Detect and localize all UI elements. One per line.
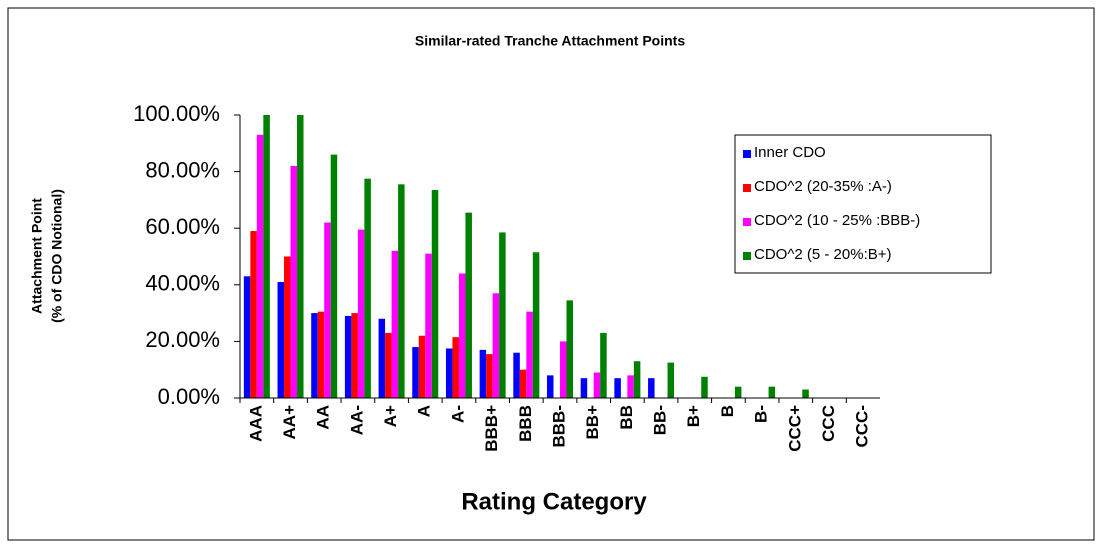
bar	[317, 311, 325, 398]
bar	[465, 212, 472, 398]
x-tick-label: CCC	[819, 405, 838, 442]
bar	[479, 349, 487, 398]
x-tick-label: A+	[381, 405, 400, 427]
y-tick-label: 60.00%	[145, 214, 220, 239]
y-tick-label: 0.00%	[158, 384, 220, 409]
chart-frame	[7, 7, 1095, 541]
x-tick-label: BBB	[516, 405, 535, 442]
x-tick-label: BBB+	[482, 405, 501, 452]
bar	[385, 332, 392, 398]
x-tick-label: BB	[617, 405, 636, 430]
legend-box	[734, 134, 992, 274]
legend-swatch	[743, 218, 751, 226]
legend-swatch	[743, 252, 751, 260]
bar	[648, 378, 655, 398]
x-tick-label: A	[415, 405, 434, 417]
bar	[412, 347, 419, 398]
bar	[667, 362, 675, 398]
bar	[378, 318, 386, 398]
y-tick-label: 40.00%	[145, 271, 220, 296]
x-tick-label: AAA	[246, 405, 265, 442]
bar	[243, 276, 251, 398]
bar	[297, 115, 304, 398]
bar	[425, 253, 432, 398]
bar	[627, 375, 634, 398]
legend-swatch	[743, 184, 751, 192]
bar	[600, 332, 607, 398]
bar	[256, 134, 264, 398]
x-tick-label: BB+	[583, 405, 602, 440]
bar	[311, 313, 318, 398]
bar	[284, 256, 291, 398]
bar	[263, 115, 270, 398]
y-tick-label: 80.00%	[145, 157, 220, 182]
bar	[499, 232, 506, 398]
bar	[324, 222, 331, 398]
bar	[513, 352, 520, 398]
y-tick-label: 20.00%	[145, 327, 220, 352]
x-tick-label: AA-	[347, 405, 366, 435]
bar	[398, 184, 405, 398]
y-tick-label: 100.00%	[133, 101, 220, 126]
bar	[526, 311, 533, 398]
bar	[593, 372, 601, 398]
bar	[532, 252, 540, 398]
bar	[802, 389, 809, 398]
bar	[566, 300, 573, 398]
bar	[734, 386, 742, 398]
y-axis-title: (% of CDO Notional)	[49, 189, 65, 323]
bar	[452, 337, 459, 398]
x-axis-title: Rating Category	[461, 488, 647, 515]
bar	[364, 178, 371, 398]
bar	[431, 189, 439, 398]
x-tick-label: B-	[752, 405, 771, 423]
bar	[614, 378, 621, 398]
bar	[418, 335, 426, 398]
bar	[547, 375, 554, 398]
x-tick-label: AA	[314, 405, 333, 430]
x-tick-label: AA+	[280, 405, 299, 440]
bar	[250, 231, 257, 398]
x-tick-label: CCC-	[853, 405, 872, 448]
y-axis-title: Attachment Point	[29, 198, 45, 314]
legend-swatch	[743, 150, 751, 158]
bar	[391, 250, 399, 398]
legend-label: Inner CDO	[754, 144, 826, 161]
bar	[357, 229, 365, 398]
x-tick-label: B+	[684, 405, 703, 427]
bar	[277, 281, 285, 398]
bar	[486, 354, 493, 398]
x-tick-label: A-	[448, 405, 467, 423]
bar	[458, 273, 466, 398]
bar	[330, 154, 338, 398]
bar	[445, 348, 453, 398]
x-tick-label: BB-	[651, 405, 670, 435]
x-tick-label: CCC+	[785, 405, 804, 452]
bar	[492, 293, 500, 398]
bar	[580, 378, 588, 398]
legend-label: CDO^2 (5 - 20%:B+)	[754, 246, 892, 263]
bar	[633, 361, 641, 398]
bar	[344, 315, 352, 398]
legend-label: CDO^2 (20-35% :A-)	[754, 178, 892, 195]
chart-title: Similar-rated Tranche Attachment Points	[415, 33, 685, 49]
bar	[560, 341, 567, 398]
bar	[519, 369, 527, 398]
legend-label: CDO^2 (10 - 25% :BBB-)	[754, 212, 920, 229]
bar	[701, 376, 708, 398]
x-tick-label: B	[718, 405, 737, 417]
bar	[351, 313, 358, 398]
bar	[290, 165, 298, 398]
x-tick-label: BBB-	[549, 405, 568, 448]
bar	[768, 386, 776, 398]
